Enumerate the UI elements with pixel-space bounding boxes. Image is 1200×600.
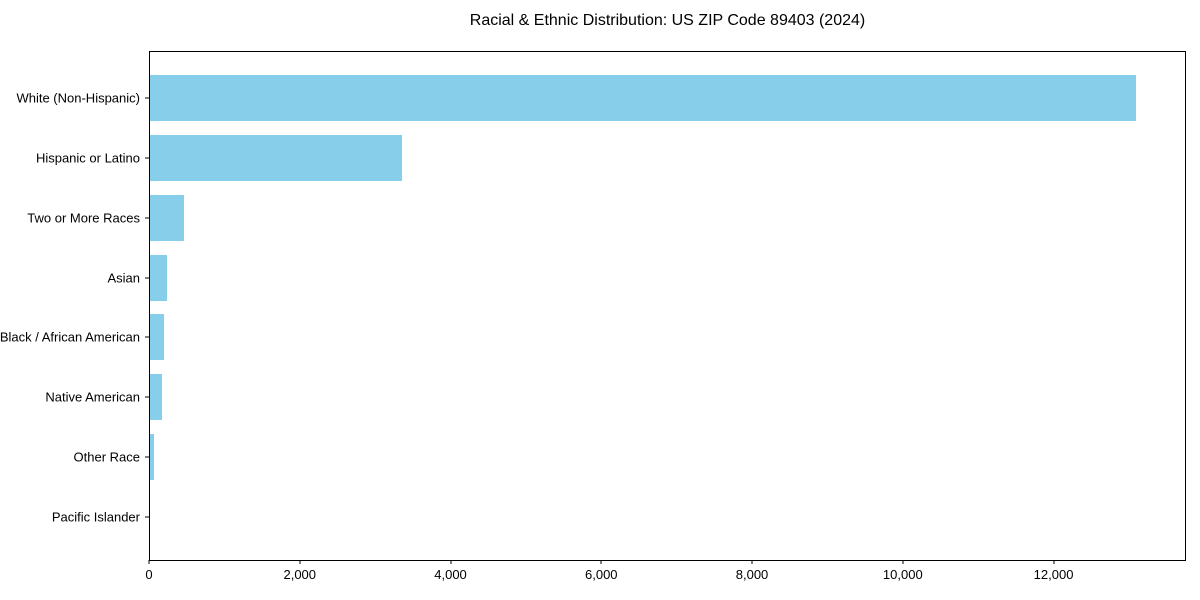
y-tick-mark	[145, 277, 150, 279]
y-tick-mark	[145, 217, 150, 219]
category-label: Hispanic or Latino	[35, 150, 140, 166]
x-tick-mark	[148, 560, 150, 564]
x-tick-label: 10,000	[882, 567, 923, 582]
category-label: Pacific Islander	[51, 509, 140, 525]
y-tick-mark	[145, 336, 150, 338]
bar-row: Asian	[107, 248, 1185, 308]
y-tick-mark	[145, 396, 150, 398]
bar-row: Other Race	[74, 427, 1185, 487]
x-tick-mark	[751, 560, 753, 564]
x-tick-mark	[1053, 560, 1055, 564]
x-tick-label: 4,000	[434, 567, 467, 582]
category-label: Other Race	[73, 449, 140, 465]
bar-row: Black / African American	[0, 308, 1185, 368]
x-tick-label: 6,000	[584, 567, 618, 582]
category-label: White (Non-Hispanic)	[16, 90, 140, 106]
bar	[150, 254, 167, 301]
category-label: Two or More Races	[27, 210, 140, 226]
x-tick-label: 2,000	[283, 567, 317, 582]
chart-title: Racial & Ethnic Distribution: US ZIP Cod…	[469, 12, 866, 29]
bar	[150, 374, 163, 421]
x-tick-mark	[902, 560, 904, 564]
bar	[150, 194, 185, 241]
bar-row: Pacific Islander	[52, 487, 1185, 547]
bar	[150, 434, 155, 481]
category-label: Native American	[45, 389, 140, 405]
bar	[150, 134, 403, 181]
x-tick-mark	[299, 560, 301, 564]
y-tick-mark	[145, 157, 150, 159]
bar-rows: White (Non-Hispanic) Hispanic or Latino Tw…	[0, 52, 1185, 560]
category-label: Black / African American	[0, 329, 140, 345]
category-label: Asian	[107, 270, 140, 286]
x-axis: 0 2,000 4,000 6,000 8,000 10,000 12,000	[145, 560, 1186, 592]
bar-row: Hispanic or Latino	[36, 128, 1185, 188]
y-tick-mark	[145, 516, 150, 518]
y-tick-mark	[145, 97, 150, 99]
bar-row: Two or More Races	[27, 188, 1185, 248]
x-tick-mark	[450, 560, 452, 564]
x-tick-label: 0	[145, 567, 153, 582]
bar	[150, 74, 1136, 121]
bar-row: Native American	[45, 367, 1185, 427]
plot-area: White (Non-Hispanic) Hispanic or Latino Tw…	[0, 51, 1186, 561]
bar	[150, 314, 164, 361]
x-tick-label: 8,000	[735, 567, 769, 582]
x-tick-label: 12,000	[1033, 567, 1074, 582]
bar-row: White (Non-Hispanic)	[16, 68, 1185, 128]
y-tick-mark	[145, 456, 150, 458]
x-tick-mark	[600, 560, 602, 564]
